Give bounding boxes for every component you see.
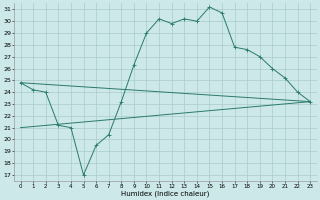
X-axis label: Humidex (Indice chaleur): Humidex (Indice chaleur) [121, 190, 210, 197]
